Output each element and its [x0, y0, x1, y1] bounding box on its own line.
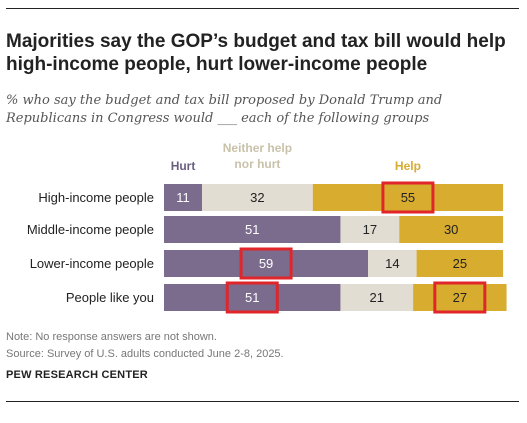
bar-segment: [164, 284, 341, 311]
chart-subtitle: % who say the budget and tax bill propos…: [6, 92, 521, 128]
series-label-neither: Neither help: [223, 141, 292, 155]
highlight-box: [381, 181, 435, 214]
bar-segment: [340, 216, 400, 243]
data-label: 11: [176, 190, 190, 205]
bar-segment: [413, 284, 507, 311]
series-label-help: Help: [395, 159, 421, 173]
category-label: Lower-income people: [30, 256, 154, 271]
chart-note: Note: No response answers are not shown.: [6, 331, 217, 343]
data-label: 55: [401, 190, 415, 205]
chart-title: Majorities say the GOP’s budget and tax …: [6, 31, 506, 75]
category-label: Middle-income people: [27, 222, 154, 237]
category-label: People like you: [66, 290, 154, 305]
subtitle-line-2: Republicans in Congress would ___ each o…: [6, 111, 430, 126]
bottom-rule: [6, 401, 519, 402]
highlight-box: [239, 247, 293, 280]
data-label: 21: [370, 290, 384, 305]
bar-segment: [340, 284, 414, 311]
bar-segment: [368, 250, 417, 277]
data-label: 17: [363, 222, 377, 237]
series-label-neither: nor hurt: [234, 157, 280, 171]
bar-segment: [164, 184, 203, 211]
data-label: 14: [385, 256, 399, 271]
chart-source: Source: Survey of U.S. adults conducted …: [6, 348, 284, 360]
category-label: High-income people: [38, 190, 154, 205]
bar-segment: [399, 216, 504, 243]
highlight-box: [225, 281, 279, 314]
bar-segment: [164, 250, 369, 277]
data-label: 59: [259, 256, 273, 271]
bar-segment: [312, 184, 504, 211]
data-label: 51: [245, 290, 259, 305]
series-label-hurt: Hurt: [171, 159, 196, 173]
data-label: 32: [250, 190, 264, 205]
publisher-brand: PEW RESEARCH CENTER: [6, 369, 148, 381]
data-label: 25: [453, 256, 467, 271]
data-label: 30: [444, 222, 458, 237]
top-rule: [6, 8, 519, 9]
bar-segment: [416, 250, 504, 277]
bar-segment: [202, 184, 313, 211]
data-label: 51: [245, 222, 259, 237]
bar-segment: [164, 216, 341, 243]
subtitle-line-1: % who say the budget and tax bill propos…: [6, 93, 443, 108]
data-label: 27: [453, 290, 467, 305]
highlight-box: [433, 281, 487, 314]
